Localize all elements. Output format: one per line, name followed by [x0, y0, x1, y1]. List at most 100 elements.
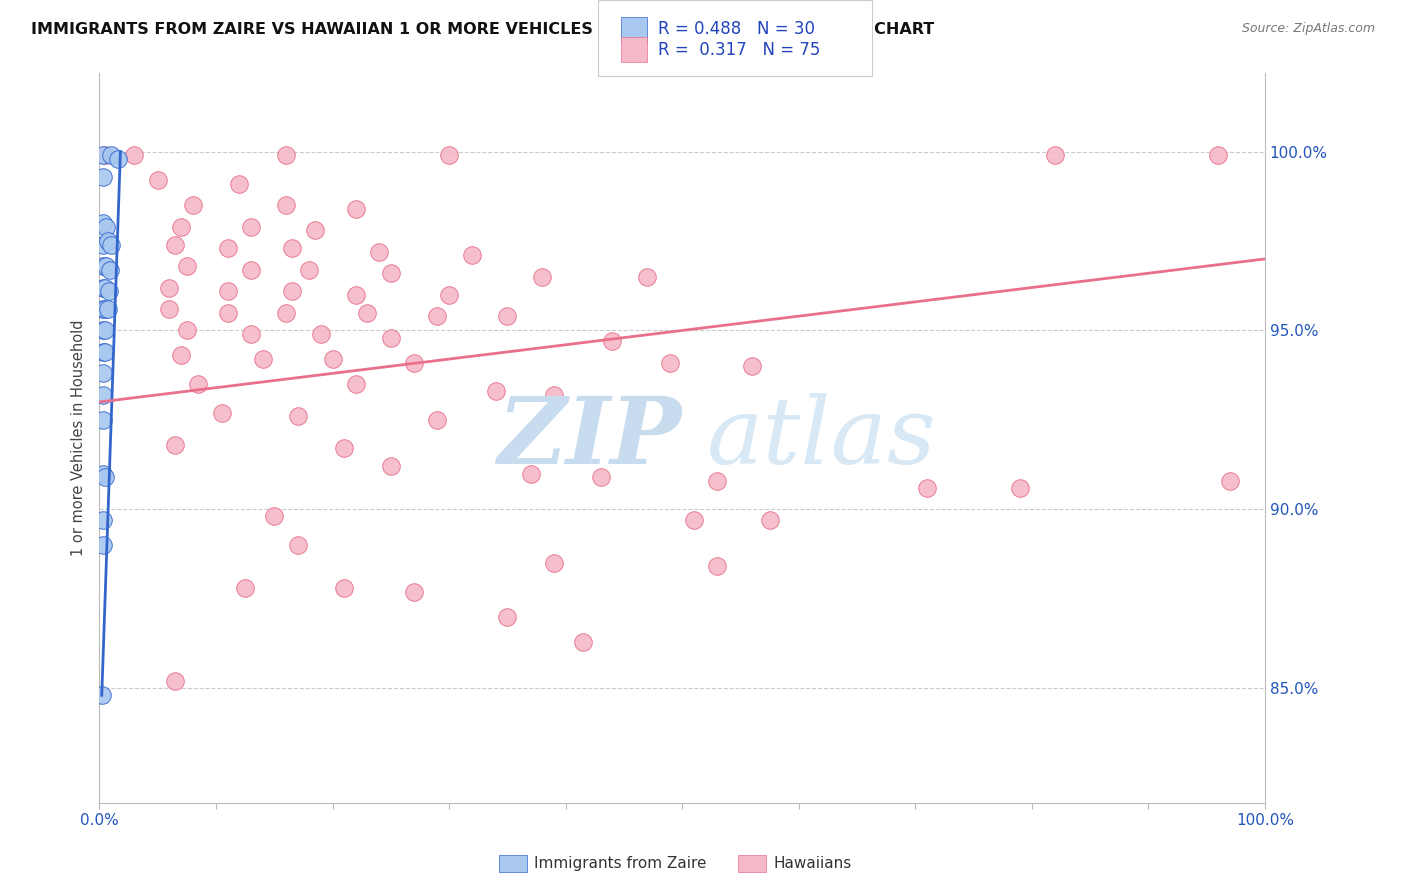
Point	[90, 688, 112, 702]
Text: Source: ZipAtlas.com: Source: ZipAtlas.com	[1241, 22, 1375, 36]
Point	[165, 438, 187, 452]
Point	[165, 237, 187, 252]
Point	[157, 301, 180, 316]
Point	[170, 349, 193, 363]
Point	[94, 280, 117, 294]
Point	[94, 345, 117, 359]
Point	[915, 481, 938, 495]
Point	[437, 148, 460, 162]
Point	[239, 219, 262, 234]
Point	[274, 148, 297, 162]
Point	[239, 262, 262, 277]
Point	[263, 509, 285, 524]
Point	[239, 326, 262, 341]
Point	[380, 459, 402, 474]
Point	[404, 584, 426, 599]
Point	[217, 241, 239, 255]
Text: IMMIGRANTS FROM ZAIRE VS HAWAIIAN 1 OR MORE VEHICLES IN HOUSEHOLD CORRELATION CH: IMMIGRANTS FROM ZAIRE VS HAWAIIAN 1 OR M…	[31, 22, 934, 37]
Point	[682, 513, 704, 527]
Point	[322, 352, 344, 367]
Point	[589, 470, 612, 484]
Point	[356, 305, 378, 319]
Point	[91, 301, 114, 316]
Point	[97, 284, 120, 298]
Point	[519, 467, 541, 481]
Point	[426, 309, 449, 323]
Point	[344, 287, 367, 301]
Point	[91, 280, 114, 294]
Point	[91, 169, 114, 184]
Point	[94, 148, 117, 162]
Point	[170, 219, 193, 234]
Point	[91, 323, 114, 337]
Point	[96, 219, 118, 234]
Point	[146, 173, 169, 187]
Y-axis label: 1 or more Vehicles in Household: 1 or more Vehicles in Household	[72, 319, 86, 556]
Point	[228, 177, 250, 191]
Point	[380, 330, 402, 344]
Point	[741, 359, 763, 374]
Point	[426, 413, 449, 427]
Point	[485, 384, 508, 399]
Point	[543, 388, 565, 402]
Point	[100, 237, 122, 252]
Point	[91, 388, 114, 402]
Point	[333, 581, 356, 595]
Point	[91, 259, 114, 273]
Point	[636, 269, 658, 284]
Point	[496, 609, 519, 624]
Point	[211, 406, 233, 420]
Point	[437, 287, 460, 301]
Point	[91, 367, 114, 381]
Point	[543, 556, 565, 570]
Point	[252, 352, 274, 367]
Text: Hawaiians: Hawaiians	[773, 856, 852, 871]
Point	[94, 323, 117, 337]
Point	[344, 202, 367, 216]
Point	[181, 198, 204, 212]
Point	[333, 442, 356, 456]
Point	[344, 377, 367, 392]
Point	[758, 513, 780, 527]
Point	[274, 305, 297, 319]
Point	[94, 470, 117, 484]
Point	[1206, 148, 1229, 162]
Point	[274, 198, 297, 212]
Text: Immigrants from Zaire: Immigrants from Zaire	[534, 856, 707, 871]
Point	[1043, 148, 1066, 162]
Point	[94, 301, 117, 316]
Point	[91, 216, 114, 230]
Point	[217, 305, 239, 319]
Point	[157, 280, 180, 294]
Point	[287, 409, 309, 424]
Point	[100, 148, 122, 162]
Point	[380, 266, 402, 280]
Point	[124, 148, 146, 162]
Point	[368, 244, 391, 259]
Point	[298, 262, 321, 277]
Point	[1010, 481, 1032, 495]
Point	[91, 413, 114, 427]
Point	[91, 148, 114, 162]
Point	[217, 284, 239, 298]
Point	[176, 323, 198, 337]
Point	[404, 356, 426, 370]
Point	[176, 259, 198, 273]
Point	[496, 309, 519, 323]
Point	[309, 326, 332, 341]
Point	[461, 248, 484, 262]
Point	[91, 345, 114, 359]
Text: R = 0.488   N = 30: R = 0.488 N = 30	[658, 21, 815, 38]
Point	[97, 234, 120, 248]
Point	[287, 538, 309, 552]
Point	[706, 559, 728, 574]
Text: atlas: atlas	[707, 392, 936, 483]
Point	[304, 223, 326, 237]
Point	[165, 673, 187, 688]
Point	[107, 152, 129, 166]
Text: ZIP: ZIP	[496, 392, 681, 483]
Point	[600, 334, 623, 349]
Point	[572, 634, 595, 648]
Point	[91, 237, 114, 252]
Point	[91, 538, 114, 552]
